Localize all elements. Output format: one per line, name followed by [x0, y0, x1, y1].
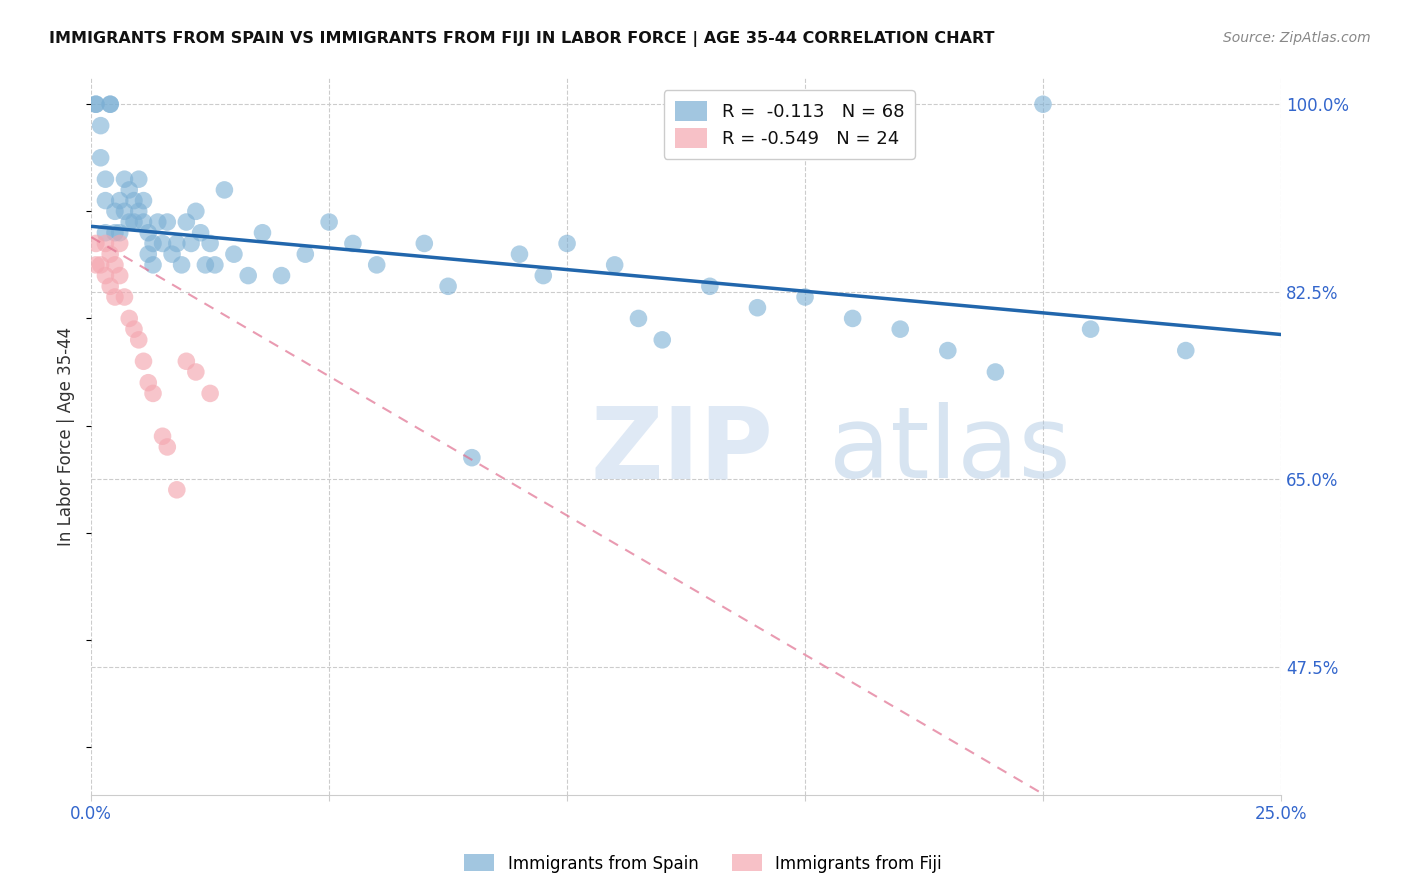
Point: [94, 236, 117, 251]
Point: [270, 268, 292, 283]
Point: [555, 236, 578, 251]
Text: ZIP: ZIP: [591, 402, 773, 500]
Point: [84, 236, 107, 251]
Point: [84, 97, 107, 112]
Point: [104, 204, 127, 219]
Point: [180, 236, 202, 251]
Point: [627, 311, 650, 326]
Point: [114, 172, 136, 186]
Point: [508, 247, 530, 261]
Point: [184, 365, 207, 379]
Point: [198, 236, 221, 251]
Point: [84, 258, 107, 272]
Point: [437, 279, 460, 293]
Point: [98, 279, 121, 293]
Point: [294, 247, 316, 261]
Point: [128, 204, 150, 219]
Legend: R =  -0.113   N = 68, R = -0.549   N = 24: R = -0.113 N = 68, R = -0.549 N = 24: [664, 90, 915, 159]
Point: [146, 215, 169, 229]
Point: [342, 236, 364, 251]
Point: [176, 215, 198, 229]
Point: [603, 258, 626, 272]
Point: [184, 204, 207, 219]
Point: [194, 258, 217, 272]
Point: [1080, 322, 1102, 336]
Point: [132, 194, 155, 208]
Point: [84, 97, 107, 112]
Point: [94, 172, 117, 186]
Point: [166, 483, 188, 497]
Point: [108, 194, 131, 208]
Point: [98, 97, 121, 112]
Point: [794, 290, 817, 304]
Point: [841, 311, 863, 326]
Point: [156, 215, 179, 229]
Point: [889, 322, 911, 336]
Point: [114, 290, 136, 304]
Point: [104, 290, 127, 304]
Point: [190, 226, 212, 240]
Point: [94, 226, 117, 240]
Point: [531, 268, 554, 283]
Y-axis label: In Labor Force | Age 35-44: In Labor Force | Age 35-44: [58, 326, 75, 546]
Point: [1032, 97, 1054, 112]
Point: [160, 247, 183, 261]
Point: [252, 226, 274, 240]
Point: [136, 376, 159, 390]
Point: [132, 354, 155, 368]
Point: [136, 226, 159, 240]
Point: [170, 258, 193, 272]
Point: [936, 343, 959, 358]
Point: [128, 333, 150, 347]
Text: Source: ZipAtlas.com: Source: ZipAtlas.com: [1223, 31, 1371, 45]
Point: [198, 386, 221, 401]
Point: [461, 450, 484, 465]
Point: [1174, 343, 1197, 358]
Point: [98, 247, 121, 261]
Point: [108, 226, 131, 240]
Point: [104, 226, 127, 240]
Point: [136, 247, 159, 261]
Point: [94, 194, 117, 208]
Point: [90, 151, 112, 165]
Point: [747, 301, 769, 315]
Point: [142, 236, 165, 251]
Point: [984, 365, 1007, 379]
Point: [366, 258, 388, 272]
Point: [118, 183, 141, 197]
Point: [142, 386, 165, 401]
Point: [152, 429, 174, 443]
Point: [104, 258, 127, 272]
Point: [413, 236, 436, 251]
Point: [122, 194, 145, 208]
Point: [176, 354, 198, 368]
Point: [222, 247, 245, 261]
Point: [166, 236, 188, 251]
Point: [132, 215, 155, 229]
Text: atlas: atlas: [828, 402, 1070, 500]
Point: [98, 97, 121, 112]
Point: [128, 172, 150, 186]
Point: [118, 311, 141, 326]
Point: [318, 215, 340, 229]
Point: [90, 119, 112, 133]
Point: [238, 268, 260, 283]
Point: [90, 258, 112, 272]
Legend: Immigrants from Spain, Immigrants from Fiji: Immigrants from Spain, Immigrants from F…: [457, 847, 949, 880]
Text: IMMIGRANTS FROM SPAIN VS IMMIGRANTS FROM FIJI IN LABOR FORCE | AGE 35-44 CORRELA: IMMIGRANTS FROM SPAIN VS IMMIGRANTS FROM…: [49, 31, 994, 47]
Point: [94, 268, 117, 283]
Point: [118, 215, 141, 229]
Point: [699, 279, 721, 293]
Point: [108, 268, 131, 283]
Point: [214, 183, 236, 197]
Point: [204, 258, 226, 272]
Point: [122, 322, 145, 336]
Point: [651, 333, 673, 347]
Point: [114, 204, 136, 219]
Point: [152, 236, 174, 251]
Point: [122, 215, 145, 229]
Point: [108, 236, 131, 251]
Point: [142, 258, 165, 272]
Point: [156, 440, 179, 454]
